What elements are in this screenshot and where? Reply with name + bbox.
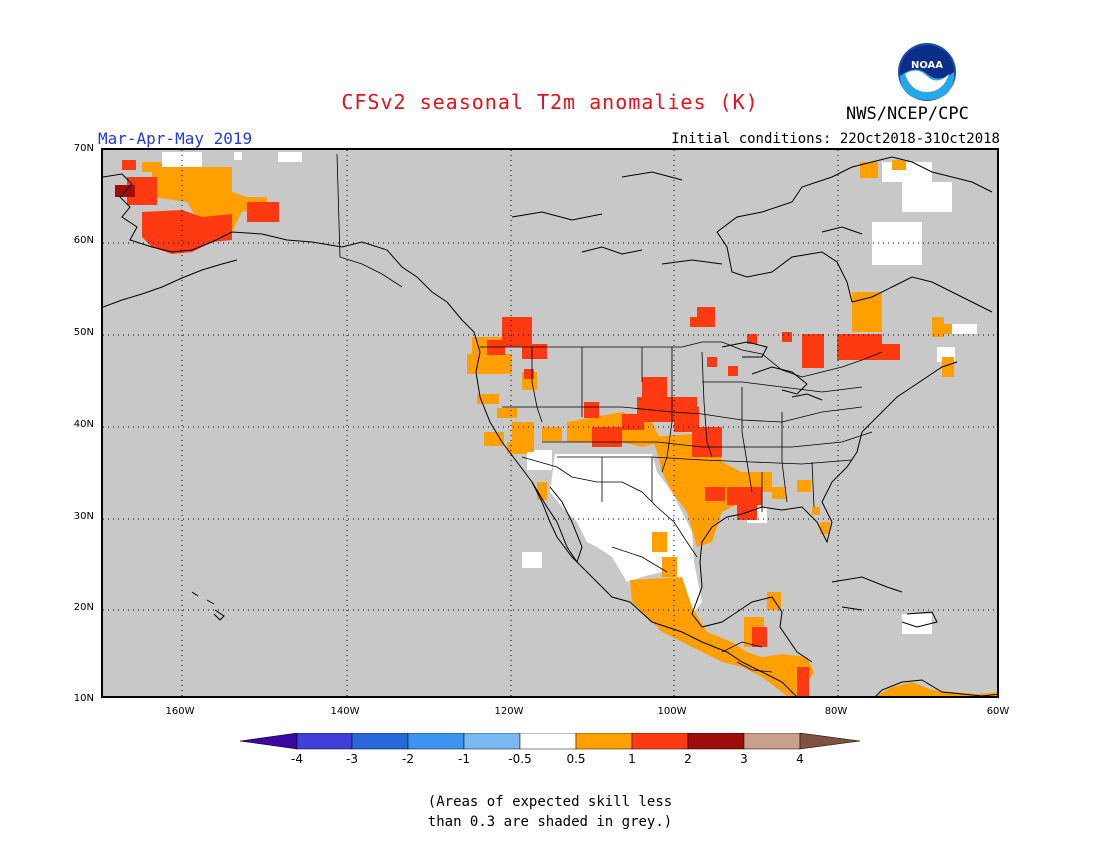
lat-label: 40N (73, 419, 94, 430)
colorbar-high-arrow (799, 733, 861, 750)
colorbar-label: 0.5 (566, 752, 586, 766)
map-canvas (103, 150, 997, 696)
lon-label: 80W (824, 706, 848, 717)
anomaly-map (101, 148, 999, 698)
colorbar-bin (407, 733, 465, 750)
lat-label: 50N (73, 327, 94, 338)
colorbar-bin (575, 733, 633, 750)
agency-label: NWS/NCEP/CPC (846, 104, 969, 124)
skill-note-line: than 0.3 are shaded in grey.) (427, 814, 673, 830)
initial-conditions: Initial conditions: 22Oct2018-31Oct2018 (671, 131, 1000, 147)
colorbar-label: -0.5 (508, 752, 532, 766)
colorbar-label: -1 (458, 752, 470, 766)
colorbar-label: 3 (740, 752, 748, 766)
skill-note: (Areas of expected skill less than 0.3 a… (0, 792, 1100, 832)
colorbar-bin (631, 733, 689, 750)
svg-text:NOAA: NOAA (911, 60, 943, 71)
lat-label: 30N (73, 511, 94, 522)
lon-label: 120W (494, 706, 524, 717)
coastlines (103, 156, 997, 696)
colorbar (240, 733, 861, 750)
lat-label: 60N (73, 235, 94, 246)
noaa-logo-icon: NOAA (898, 43, 956, 101)
lat-label: 70N (73, 143, 94, 154)
forecast-period: Mar-Apr-May 2019 (98, 129, 253, 148)
colorbar-label: -4 (291, 752, 303, 766)
skill-note-line: (Areas of expected skill less (427, 794, 673, 810)
lat-label: 20N (73, 602, 94, 613)
map-background (103, 150, 997, 696)
colorbar-label: 4 (796, 752, 804, 766)
colorbar-bin (743, 733, 801, 750)
graticule (103, 150, 997, 696)
colorbar-bin (519, 733, 577, 750)
political-borders (336, 153, 883, 673)
strong-warm-anomaly-areas (122, 160, 900, 696)
colorbar-bin (463, 733, 521, 750)
map-title: CFSv2 seasonal T2m anomalies (K) (341, 90, 759, 114)
lon-label: 60W (986, 706, 1010, 717)
lat-label: 10N (73, 693, 94, 704)
colorbar-label: 2 (684, 752, 692, 766)
colorbar-bin (296, 733, 353, 750)
colorbar-bin (351, 733, 409, 750)
lon-label: 140W (330, 706, 360, 717)
colorbar-label: 1 (628, 752, 636, 766)
colorbar-bin (687, 733, 745, 750)
colorbar-low-arrow (240, 733, 298, 750)
colorbar-label: -2 (402, 752, 414, 766)
colorbar-label: -3 (346, 752, 358, 766)
lon-label: 160W (165, 706, 195, 717)
lon-label: 100W (657, 706, 687, 717)
